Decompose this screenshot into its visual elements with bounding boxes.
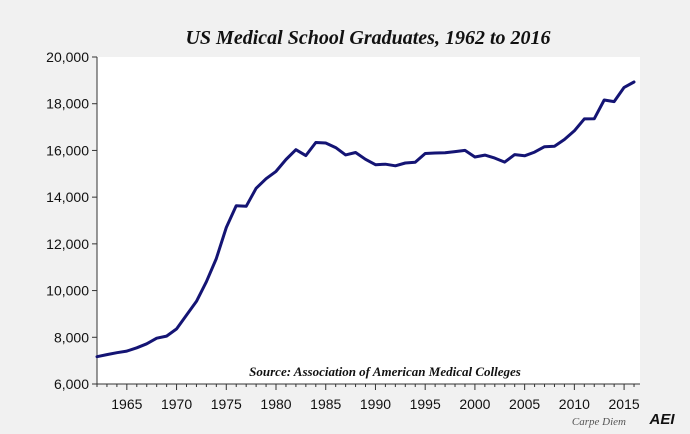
carpe-diem-credit: Carpe Diem [572,416,626,428]
y-tick-label: 12,000 [46,236,89,252]
x-tick-label: 1970 [161,396,192,412]
aei-logo: AEI [648,411,675,428]
x-tick-label: 1990 [360,396,391,412]
axes [92,56,640,390]
x-tick-label: 1975 [211,396,242,412]
y-tick-label: 16,000 [46,142,89,158]
x-tick-label: 1995 [410,396,441,412]
y-tick-labels: 6,000 8,000 10,000 12,000 14,000 16,000 18,000… [46,49,89,392]
x-tick-labels: 1965 1970 1975 1980 1985 1990 1995 2000 2005 2010… [111,396,640,412]
x-tick-label: 1965 [111,396,142,412]
x-tick-label: 2005 [509,396,540,412]
y-tick-label: 10,000 [46,283,89,299]
x-tick-label: 1985 [310,396,341,412]
series-line-graduates [95,80,636,359]
plot-area [97,57,640,384]
y-tick-label: 6,000 [54,376,89,392]
x-tick-label: 2010 [559,396,590,412]
y-tick-label: 20,000 [46,49,89,65]
x-tick-label: 1980 [260,396,291,412]
x-tick-label: 2000 [459,396,490,412]
y-tick-label: 18,000 [46,96,89,112]
chart-title: US Medical School Graduates, 1962 to 201… [185,27,550,49]
source-annotation: Source: Association of American Medical … [249,364,521,379]
y-tick-label: 14,000 [46,189,89,205]
x-tick-label: 2015 [609,396,640,412]
y-tick-label: 8,000 [54,329,89,345]
